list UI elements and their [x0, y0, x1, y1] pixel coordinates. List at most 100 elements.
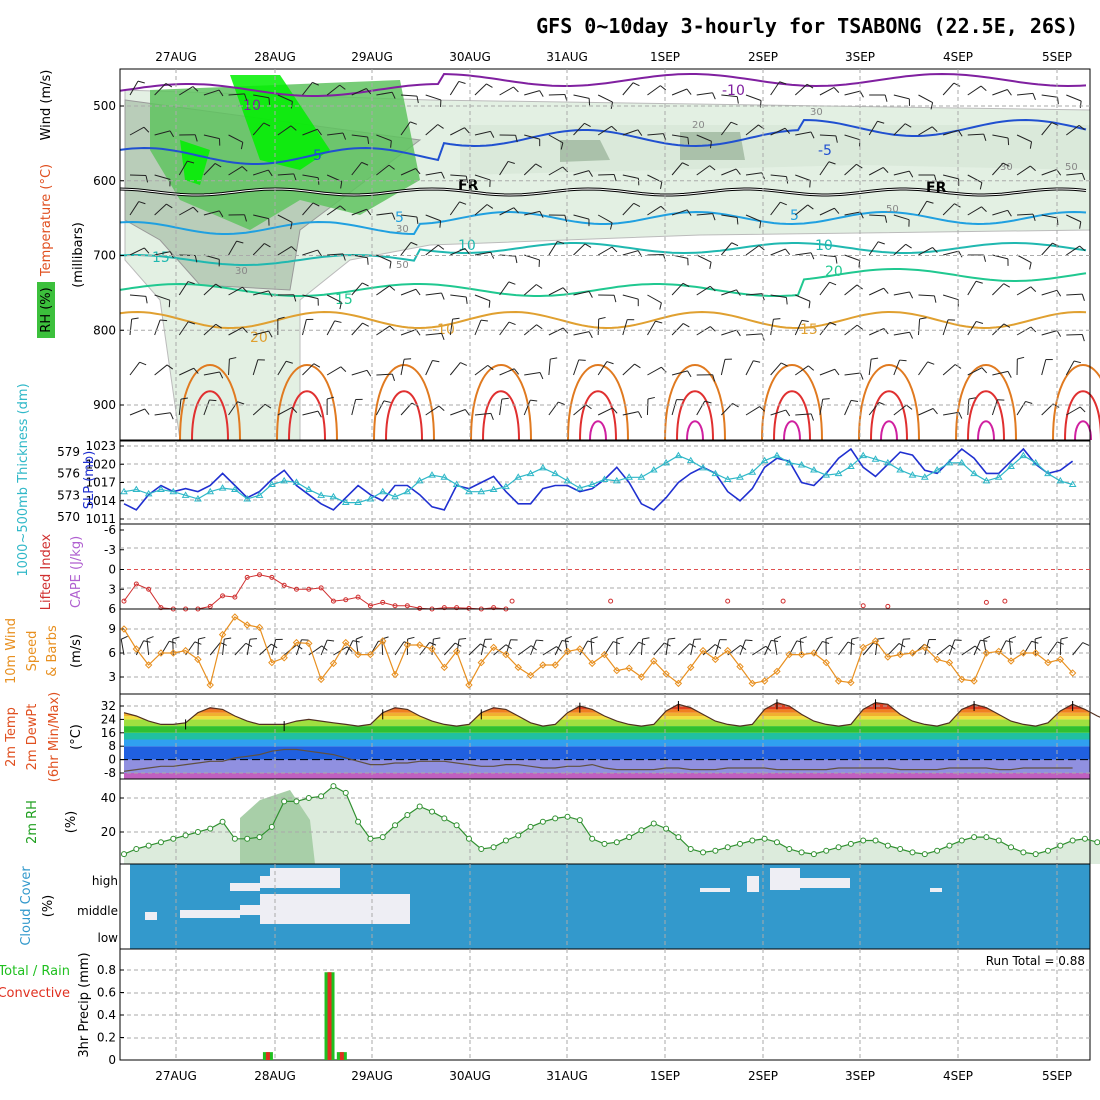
wind-barb-flag: [877, 120, 885, 124]
thickness-marker: [292, 478, 301, 485]
wind-speed-marker: [711, 655, 720, 664]
wind-speed-marker: [551, 661, 559, 669]
upper-wind-barb: [696, 254, 712, 263]
isotherm-25: [179, 364, 241, 441]
wind-barb-flag: [632, 82, 640, 87]
upper-wind-barb: [844, 284, 858, 296]
lifted-index-marker: [121, 598, 127, 604]
thickness-line: [123, 454, 1073, 504]
isotherm-25: [567, 364, 629, 441]
wind-barb-flag: [825, 636, 833, 640]
rh-marker: [330, 783, 337, 790]
precip-tick-label: 0: [108, 1053, 116, 1067]
upper-wind-barb: [449, 319, 454, 336]
thickness-marker: [304, 485, 313, 493]
wind-barb-flag: [983, 134, 987, 141]
isotherm-label: 30: [235, 266, 248, 277]
upper-wind-barb: [794, 83, 808, 96]
rh-marker: [182, 832, 189, 839]
upper-wind-barb: [376, 212, 393, 216]
rh-marker: [194, 829, 201, 835]
wind-speed-marker: [810, 649, 818, 657]
surface-wind-barb: [640, 639, 644, 656]
wind-barb-flag: [465, 296, 468, 304]
wind-barb-flag: [513, 86, 519, 93]
minmax-axis-label: (6hr Min/Max): [47, 692, 62, 782]
surface-wind-barb: [973, 640, 981, 656]
rh-marker: [133, 846, 140, 852]
wind-barb-flag: [327, 639, 335, 642]
rh-marker: [1081, 835, 1088, 842]
thickness-marker: [970, 469, 978, 477]
isotherm-30: [288, 390, 326, 441]
surface-wind-barb: [702, 644, 716, 656]
wind-barb-flag: [1029, 141, 1033, 149]
wind-speed-marker: [403, 641, 412, 649]
rh-marker: [798, 849, 805, 856]
wind-barb-flag: [1051, 122, 1059, 126]
upper-wind-barb: [745, 293, 762, 296]
rh-shade-90: [230, 75, 330, 170]
wind-barb-flag: [293, 173, 297, 181]
wind-barb-flag: [807, 204, 814, 210]
lifted-index-marker: [269, 574, 275, 580]
wind-barb-flag: [1079, 245, 1086, 252]
wind-barb-flag: [229, 357, 237, 360]
precip-bar-convective: [265, 1052, 270, 1060]
upper-wind-barb: [277, 94, 293, 102]
date-label-top: 31AUG: [546, 50, 588, 64]
upper-wind-barb: [967, 321, 977, 336]
thickness-marker: [674, 451, 683, 459]
rh-marker: [712, 847, 719, 854]
upper-wind-barb: [720, 121, 732, 136]
pressure-tick-label: 700: [93, 249, 116, 263]
upper-wind-barb: [277, 173, 294, 176]
wind-barb-flag: [834, 207, 840, 214]
upper-wind-barb: [203, 210, 220, 216]
wind-barb-flag: [539, 90, 544, 97]
wind-barb-flag: [613, 174, 617, 182]
wind-barb-flag: [981, 206, 987, 212]
upper-wind-barb: [277, 214, 293, 223]
wind-barb-flag: [452, 317, 460, 320]
upper-wind-barb: [474, 364, 489, 376]
upper-wind-barb: [696, 326, 711, 336]
upper-wind-barb: [1016, 286, 1032, 296]
temp-tick-label: 32: [101, 699, 116, 713]
wind-barb-flag: [785, 297, 788, 305]
wind-barb-flag: [219, 371, 224, 379]
wind-speed-marker: [465, 681, 473, 689]
slp-tick-label: 1014: [85, 494, 116, 508]
precip-tick-label: 0.2: [97, 1031, 116, 1045]
isotherm-25: [276, 364, 338, 441]
wind-barb-flag: [808, 301, 811, 309]
surface-wind-barb: [1008, 639, 1012, 656]
slp-tick-label: 1020: [85, 457, 116, 471]
slp-tick-label: 1023: [85, 439, 116, 453]
thickness-marker: [797, 461, 806, 468]
rh-marker: [293, 798, 300, 805]
wind-speed-marker: [379, 637, 387, 645]
wind-barb-flag: [137, 80, 145, 84]
wind-barb-flag: [138, 201, 146, 205]
rh-shade-50: [680, 132, 745, 160]
wind-barb-flag: [290, 222, 293, 230]
lifted-index-tick-label: 3: [108, 582, 116, 596]
wind-barb-flag: [919, 317, 927, 320]
wind-barb-flag: [810, 131, 815, 139]
wind-barb-flag: [188, 321, 196, 325]
wind-tick-label: 9: [108, 622, 116, 636]
upper-wind-barb: [548, 166, 563, 176]
upper-wind-barb: [622, 129, 639, 136]
wind-barb-flag: [642, 637, 650, 640]
date-label-bottom: 2SEP: [748, 1069, 778, 1083]
wind-barb-flag: [339, 84, 346, 90]
wind-speed-marker: [1044, 658, 1052, 667]
isotherm-label: 50: [396, 260, 409, 271]
upper-wind-barb: [425, 292, 442, 296]
thickness-marker: [920, 473, 929, 480]
wind-barb-flag: [833, 87, 840, 93]
wind-barb-flag: [170, 412, 174, 420]
wind-speed-marker: [280, 654, 288, 662]
wind-barb-flag: [388, 164, 395, 170]
